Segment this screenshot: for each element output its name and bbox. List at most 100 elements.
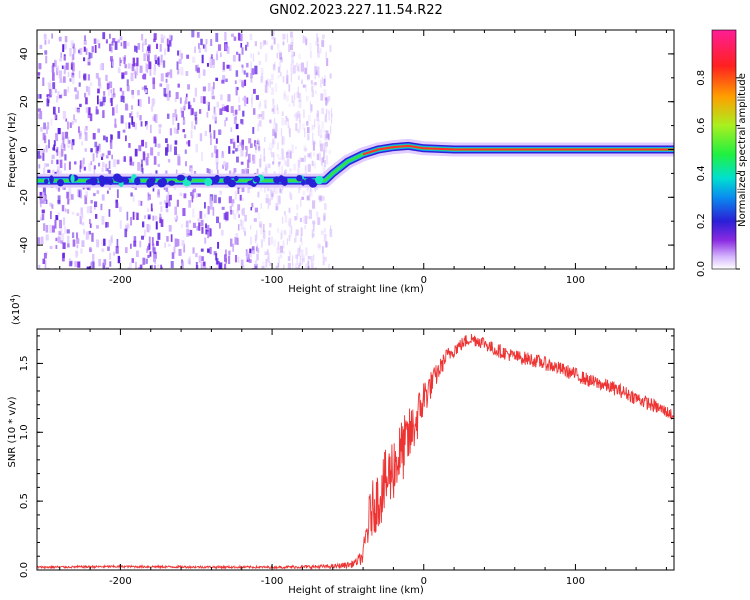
noise-speck [107,246,110,251]
noise-speck [258,220,262,225]
noise-speck [97,128,101,133]
noise-speck [316,113,320,122]
noise-speck [63,217,66,226]
noise-speck [145,258,148,264]
noise-speck [278,161,281,165]
signal-blob [281,178,288,186]
noise-speck [264,53,268,62]
noise-speck [149,264,153,269]
noise-speck [83,75,86,79]
noise-speck [151,98,155,107]
noise-speck [314,70,316,80]
noise-speck [71,232,75,239]
colorbar-tick-label: 0.6 [696,118,707,134]
noise-speck [37,150,41,159]
noise-speck [233,141,236,149]
noise-speck [126,85,130,92]
noise-speck [216,162,219,170]
noise-speck [62,44,65,53]
noise-speck [221,107,224,111]
spectrogram-y-tick-label: 20 [19,95,30,108]
noise-speck [65,208,67,213]
noise-speck [194,87,197,97]
noise-speck [272,30,275,36]
noise-speck [300,80,303,85]
noise-speck [314,70,318,75]
noise-speck [318,152,322,161]
noise-speck [93,168,96,175]
noise-speck [289,151,292,159]
noise-speck [55,95,59,103]
noise-speck [283,230,287,235]
noise-speck [37,72,41,76]
noise-speck [231,199,235,204]
noise-speck [294,237,296,244]
noise-speck [165,138,168,143]
noise-speck [286,151,289,159]
noise-speck [232,138,235,143]
noise-speck [93,201,98,208]
signal-blob [150,176,156,183]
noise-speck [251,102,253,108]
noise-speck [213,112,217,121]
noise-speck [114,118,117,128]
noise-speck [231,202,234,207]
noise-speck [144,141,148,148]
noise-speck [192,247,195,254]
noise-speck [170,35,173,41]
noise-speck [89,52,93,59]
noise-speck [312,254,315,262]
noise-speck [294,263,298,269]
noise-speck [224,106,228,112]
noise-speck [87,234,90,240]
noise-speck [290,72,292,83]
noise-speck [301,257,303,265]
noise-speck [168,34,172,40]
noise-speck [154,257,156,265]
noise-speck [265,198,269,204]
noise-speck [153,67,156,76]
spectrogram-y-tick-label: 40 [19,48,30,61]
noise-speck [168,90,171,98]
signal-blob [233,175,239,182]
noise-speck [37,113,40,119]
noise-speck [94,44,97,53]
noise-speck [311,263,314,269]
noise-speck [143,73,147,80]
noise-speck [99,64,103,70]
noise-speck [99,101,103,107]
noise-speck [203,265,206,269]
noise-speck [113,251,115,256]
noise-speck [193,125,196,130]
noise-speck [202,69,206,76]
noise-speck [88,230,91,235]
noise-speck [289,168,292,172]
noise-speck [144,120,148,127]
noise-speck [218,197,221,203]
noise-speck [238,96,241,103]
noise-speck [144,229,146,238]
noise-speck [228,196,232,204]
noise-speck [40,236,44,245]
noise-speck [287,119,289,128]
noise-speck [287,262,291,269]
noise-speck [291,51,294,58]
noise-speck [264,80,267,85]
noise-speck [106,168,109,172]
noise-speck [77,189,81,198]
noise-speck [209,124,211,133]
noise-speck [200,248,204,252]
noise-speck [77,108,81,114]
noise-speck [97,77,101,86]
noise-speck [257,51,260,56]
noise-speck [274,131,277,139]
noise-speck [271,193,274,200]
noise-speck [37,108,41,112]
noise-speck [109,261,112,267]
noise-speck [296,66,299,72]
noise-speck [125,224,129,232]
noise-speck [326,155,328,165]
noise-speck [270,191,273,201]
noise-speck [245,146,248,150]
noise-speck [273,61,276,68]
